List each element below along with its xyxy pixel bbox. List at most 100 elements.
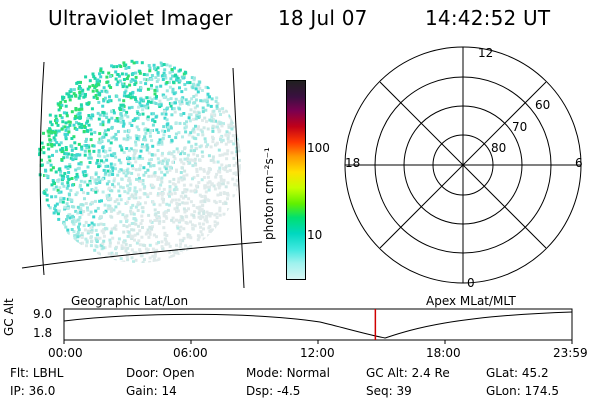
image-pixel: [130, 164, 134, 168]
image-pixel: [202, 168, 206, 172]
image-pixel: [102, 223, 106, 226]
image-pixel: [60, 182, 64, 186]
image-pixel: [64, 121, 68, 125]
image-pixel: [114, 205, 118, 209]
image-pixel: [188, 81, 192, 85]
image-pixel: [138, 248, 142, 252]
image-pixel: [237, 149, 241, 153]
image-pixel: [120, 72, 124, 76]
image-pixel: [78, 185, 82, 189]
image-pixel: [95, 161, 99, 165]
image-pixel: [143, 185, 147, 189]
image-pixel: [68, 165, 72, 169]
image-pixel: [163, 231, 167, 235]
image-pixel: [218, 206, 222, 210]
image-pixel: [86, 191, 90, 195]
image-pixel: [167, 152, 171, 156]
image-pixel: [98, 179, 102, 183]
image-pixel: [67, 178, 71, 181]
image-pixel: [225, 169, 229, 173]
image-pixel: [171, 198, 175, 202]
image-pixel: [80, 236, 84, 239]
image-pixel: [178, 245, 182, 249]
image-pixel: [68, 90, 72, 93]
image-pixel: [199, 217, 203, 220]
image-pixel: [125, 219, 129, 223]
image-pixel: [178, 102, 182, 106]
image-pixel: [174, 97, 178, 101]
image-pixel: [235, 161, 238, 165]
image-pixel: [207, 211, 211, 215]
image-pixel: [167, 124, 170, 128]
image-pixel: [211, 124, 215, 128]
image-pixel: [205, 215, 209, 218]
image-pixel: [134, 160, 138, 164]
image-pixel: [76, 235, 80, 239]
image-pixel: [132, 260, 135, 263]
image-pixel: [120, 244, 124, 248]
image-pixel: [180, 75, 184, 79]
image-pixel: [210, 97, 214, 101]
image-pixel: [68, 216, 72, 220]
image-pixel: [115, 65, 119, 69]
image-pixel: [152, 112, 155, 116]
image-pixel: [88, 152, 92, 156]
image-pixel: [57, 168, 61, 172]
gcalt-value: 2.4 Re: [411, 366, 450, 380]
image-pixel: [94, 238, 98, 242]
image-pixel: [145, 231, 149, 235]
image-pixel: [160, 170, 164, 174]
image-pixel: [89, 138, 93, 142]
image-pixel: [64, 165, 68, 169]
image-pixel: [107, 120, 111, 124]
image-pixel: [179, 254, 183, 258]
image-pixel: [157, 175, 160, 179]
image-pixel: [195, 206, 199, 210]
image-pixel: [175, 202, 179, 205]
image-pixel: [131, 211, 135, 215]
image-pixel: [224, 166, 227, 170]
image-pixel: [189, 149, 193, 153]
image-pixel: [132, 262, 136, 263]
image-pixel: [65, 202, 69, 206]
image-pixel: [136, 111, 140, 115]
image-pixel: [134, 143, 138, 147]
image-pixel: [174, 101, 177, 105]
apex-label: Apex MLat/MLT: [426, 294, 516, 308]
image-pixel: [100, 229, 104, 233]
image-pixel: [234, 173, 238, 177]
image-pixel: [184, 190, 188, 194]
image-pixel: [137, 128, 141, 132]
image-pixel: [182, 236, 186, 240]
image-pixel: [175, 224, 179, 228]
image-pixel: [157, 187, 161, 191]
image-pixel: [129, 80, 133, 83]
image-pixel: [83, 170, 87, 173]
image-pixel: [101, 242, 105, 246]
image-pixel: [130, 59, 134, 63]
image-pixel: [86, 183, 90, 187]
image-pixel: [164, 167, 168, 171]
image-pixel: [80, 107, 84, 111]
image-pixel: [71, 158, 75, 162]
image-pixel: [94, 190, 98, 194]
image-pixel: [140, 235, 144, 239]
image-pixel: [154, 68, 158, 72]
image-pixel: [171, 87, 175, 91]
image-pixel: [167, 242, 171, 246]
image-pixel: [72, 135, 76, 139]
image-pixel: [161, 191, 165, 195]
image-pixel: [221, 138, 225, 142]
image-pixel: [100, 199, 103, 203]
image-pixel: [217, 186, 221, 190]
image-pixel: [232, 194, 236, 198]
image-pixel: [204, 196, 208, 200]
image-pixel: [92, 95, 96, 99]
image-pixel: [137, 105, 141, 109]
image-pixel: [218, 108, 222, 112]
image-pixel: [124, 216, 128, 220]
image-pixel: [106, 164, 109, 168]
image-pixel: [134, 149, 138, 153]
image-pixel: [206, 143, 210, 147]
image-pixel: [177, 232, 181, 236]
